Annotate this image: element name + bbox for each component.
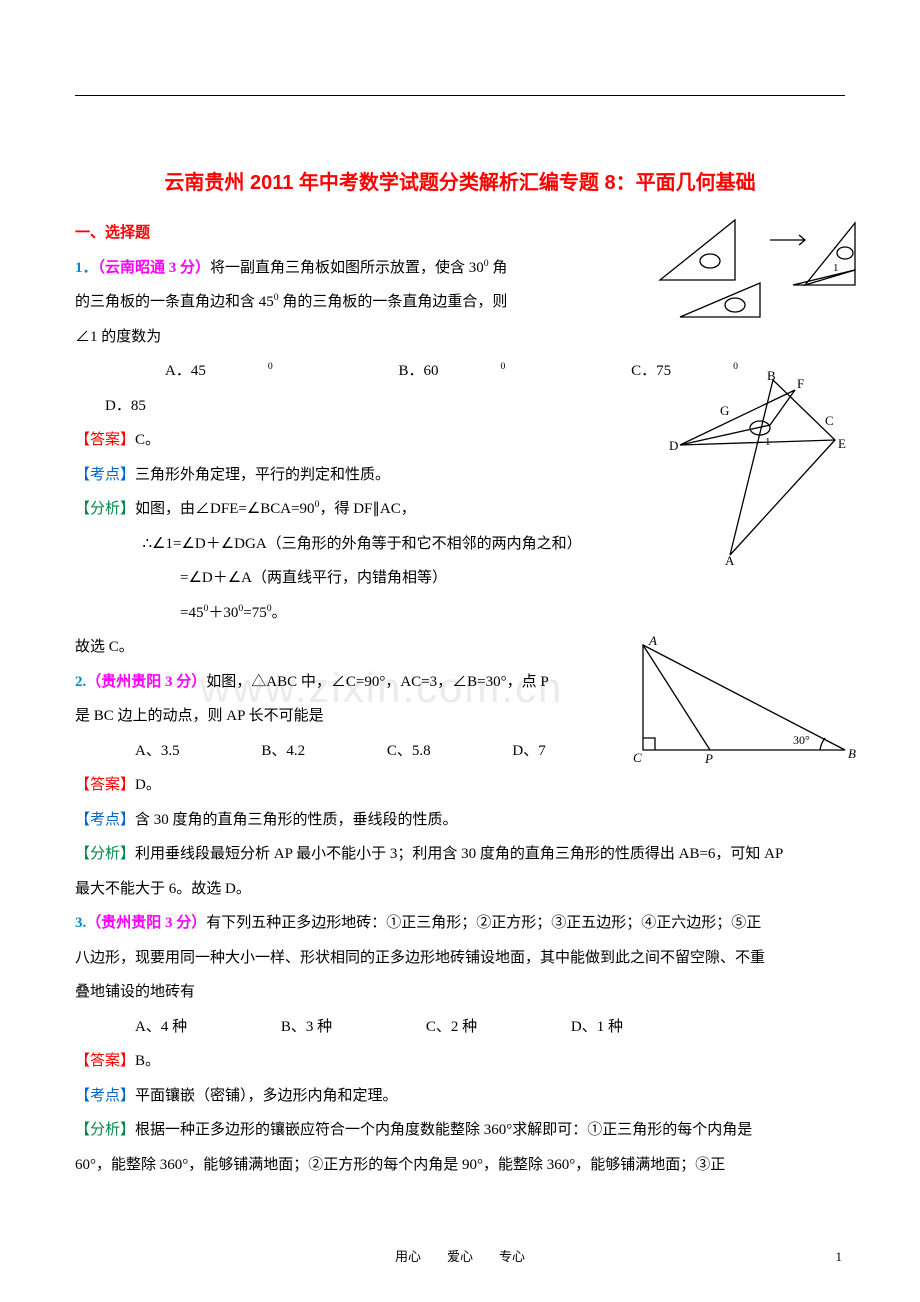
q2-fenxi1: 【分析】利用垂线段最短分析 AP 最小不能小于 3；利用含 30 度角的直角三角…: [75, 837, 845, 872]
q1-fenxi2: ∴∠1=∠D＋∠DGA（三角形的外角等于和它不相邻的两内角之和）: [75, 527, 845, 562]
q1-text2b: 角的三角板的一条直角边重合，则: [279, 294, 508, 310]
q1-choice-a: A．450: [105, 354, 273, 389]
q2-line1: 2.（贵州贵阳 3 分）如图，△ABC 中，∠C=90°，AC=3，∠B=30°…: [75, 665, 635, 700]
q3-line3: 叠地铺设的地砖有: [75, 975, 845, 1010]
answer-label: 【答案】: [75, 432, 135, 448]
answer-value: D。: [135, 777, 161, 793]
q1-choice-b: B．600: [338, 354, 505, 389]
q1-line1: 1．（云南昭通 3 分）将一副直角三角板如图所示放置，使含 300 角: [75, 251, 635, 286]
q2-stem: 2.（贵州贵阳 3 分）如图，△ABC 中，∠C=90°，AC=3，∠B=30°…: [75, 665, 635, 734]
q3-line1: 3.（贵州贵阳 3 分）有下列五种正多边形地砖：①正三角形；②正方形；③正五边形…: [75, 906, 845, 941]
q1-kaodian: 【考点】三角形外角定理，平行的判定和性质。: [75, 458, 845, 493]
q3-answer: 【答案】B。: [75, 1044, 845, 1079]
q1-stem: 1．（云南昭通 3 分）将一副直角三角板如图所示放置，使含 300 角 的三角板…: [75, 251, 635, 355]
q3-choice-a: A、4 种: [105, 1010, 187, 1045]
q2-choice-d: D、7: [482, 734, 545, 769]
q3-number: 3.: [75, 915, 86, 931]
kaodian-text: 三角形外角定理，平行的判定和性质。: [135, 467, 390, 483]
q1-fenxi3: =∠D＋∠A（两直线平行，内错角相等）: [75, 561, 845, 596]
fenxi-text1: 根据一种正多边形的镶嵌应符合一个内角度数能整除 360°求解即可：①正三角形的每…: [135, 1122, 752, 1138]
q1-fenxi1: 【分析】如图，由∠DFE=∠BCA=900，得 DF∥AC，: [75, 492, 845, 527]
answer-label: 【答案】: [75, 1053, 135, 1069]
q3-choice-d: D、1 种: [541, 1010, 623, 1045]
q1-fenxi4: =450＋300=750。: [75, 596, 845, 631]
q1-text1a: 将一副直角三角板如图所示放置，使含 30: [210, 260, 484, 276]
fenxi-text1: 利用垂线段最短分析 AP 最小不能小于 3；利用含 30 度角的直角三角形的性质…: [135, 846, 783, 862]
q1-choice-d: D．85: [75, 389, 146, 424]
q3-choice-b: B、3 种: [251, 1010, 332, 1045]
fenxi-label: 【分析】: [75, 501, 135, 517]
q3-text1: 有下列五种正多边形地砖：①正三角形；②正方形；③正五边形；④正六边形；⑤正: [206, 915, 761, 931]
answer-label: 【答案】: [75, 777, 135, 793]
fenxi-label: 【分析】: [75, 846, 135, 862]
q2-number: 2.: [75, 674, 86, 690]
fenxi-label: 【分析】: [75, 1122, 135, 1138]
q3-kaodian: 【考点】平面镶嵌（密铺），多边形内角和定理。: [75, 1079, 845, 1114]
q3-choice-c: C、2 种: [396, 1010, 477, 1045]
answer-value: C。: [135, 432, 160, 448]
fenxi-text1b: ，得 DF∥AC，: [319, 501, 415, 517]
q2-choices: A、3.5 B、4.2 C、5.8 D、7: [75, 734, 845, 769]
q1-choice-c: C．750: [571, 354, 738, 389]
kaodian-text: 平面镶嵌（密铺），多边形内角和定理。: [135, 1088, 398, 1104]
q2-line2: 是 BC 边上的动点，则 AP 长不可能是: [75, 699, 635, 734]
top-rule: [75, 95, 845, 96]
q3-source: （贵州贵阳 3 分）: [86, 915, 206, 931]
fenxi-text1a: 如图，由∠DFE=∠BCA=90: [135, 501, 315, 517]
kaodian-text: 含 30 度角的直角三角形的性质，垂线段的性质。: [135, 812, 458, 828]
q2-source: （贵州贵阳 3 分）: [86, 674, 206, 690]
page-title: 云南贵州 2011 年中考数学试题分类解析汇编专题 8：平面几何基础: [75, 160, 845, 206]
section-heading: 一、选择题: [75, 224, 150, 241]
q1-text2a: 的三角板的一条直角边和含 45: [75, 294, 274, 310]
footer-text: 用心 爱心 专心: [0, 1242, 920, 1272]
q1-answer: 【答案】C。: [75, 423, 845, 458]
q2-answer: 【答案】D。: [75, 768, 845, 803]
q1-line2: 的三角板的一条直角边和含 450 角的三角板的一条直角边重合，则: [75, 285, 635, 320]
q1-text1b: 角: [489, 260, 508, 276]
kaodian-label: 【考点】: [75, 1088, 135, 1104]
q2-choice-a: A、3.5: [105, 734, 180, 769]
q3-fenxi2: 60°，能整除 360°，能够铺满地面；②正方形的每个内角是 90°，能整除 3…: [75, 1148, 845, 1183]
q2-choice-b: B、4.2: [231, 734, 305, 769]
q1-line3: ∠1 的度数为: [75, 320, 635, 355]
answer-value: B。: [135, 1053, 160, 1069]
q1-final: 故选 C。: [75, 630, 845, 665]
page-content: 云南贵州 2011 年中考数学试题分类解析汇编专题 8：平面几何基础 一、选择题…: [75, 160, 845, 1182]
q1-source: （云南昭通 3 分）: [98, 260, 211, 276]
q1-number: 1．: [75, 260, 98, 276]
q2-text1: 如图，△ABC 中，∠C=90°，AC=3，∠B=30°，点 P: [206, 674, 548, 690]
q3-line2: 八边形，现要用同一种大小一样、形状相同的正多边形地砖铺设地面，其中能做到此之间不…: [75, 941, 845, 976]
q1-choices: A．450 B．600 C．750 D．85: [75, 354, 845, 423]
q2-fenxi2: 最大不能大于 6。故选 D。: [75, 872, 845, 907]
kaodian-label: 【考点】: [75, 812, 135, 828]
lbl-B: B: [848, 746, 856, 761]
q3-fenxi1: 【分析】根据一种正多边形的镶嵌应符合一个内角度数能整除 360°求解即可：①正三…: [75, 1113, 845, 1148]
footer-page-number: 1: [836, 1242, 843, 1272]
kaodian-label: 【考点】: [75, 467, 135, 483]
q2-kaodian: 【考点】含 30 度角的直角三角形的性质，垂线段的性质。: [75, 803, 845, 838]
q2-choice-c: C、5.8: [357, 734, 431, 769]
q3-choices: A、4 种 B、3 种 C、2 种 D、1 种: [75, 1010, 845, 1045]
